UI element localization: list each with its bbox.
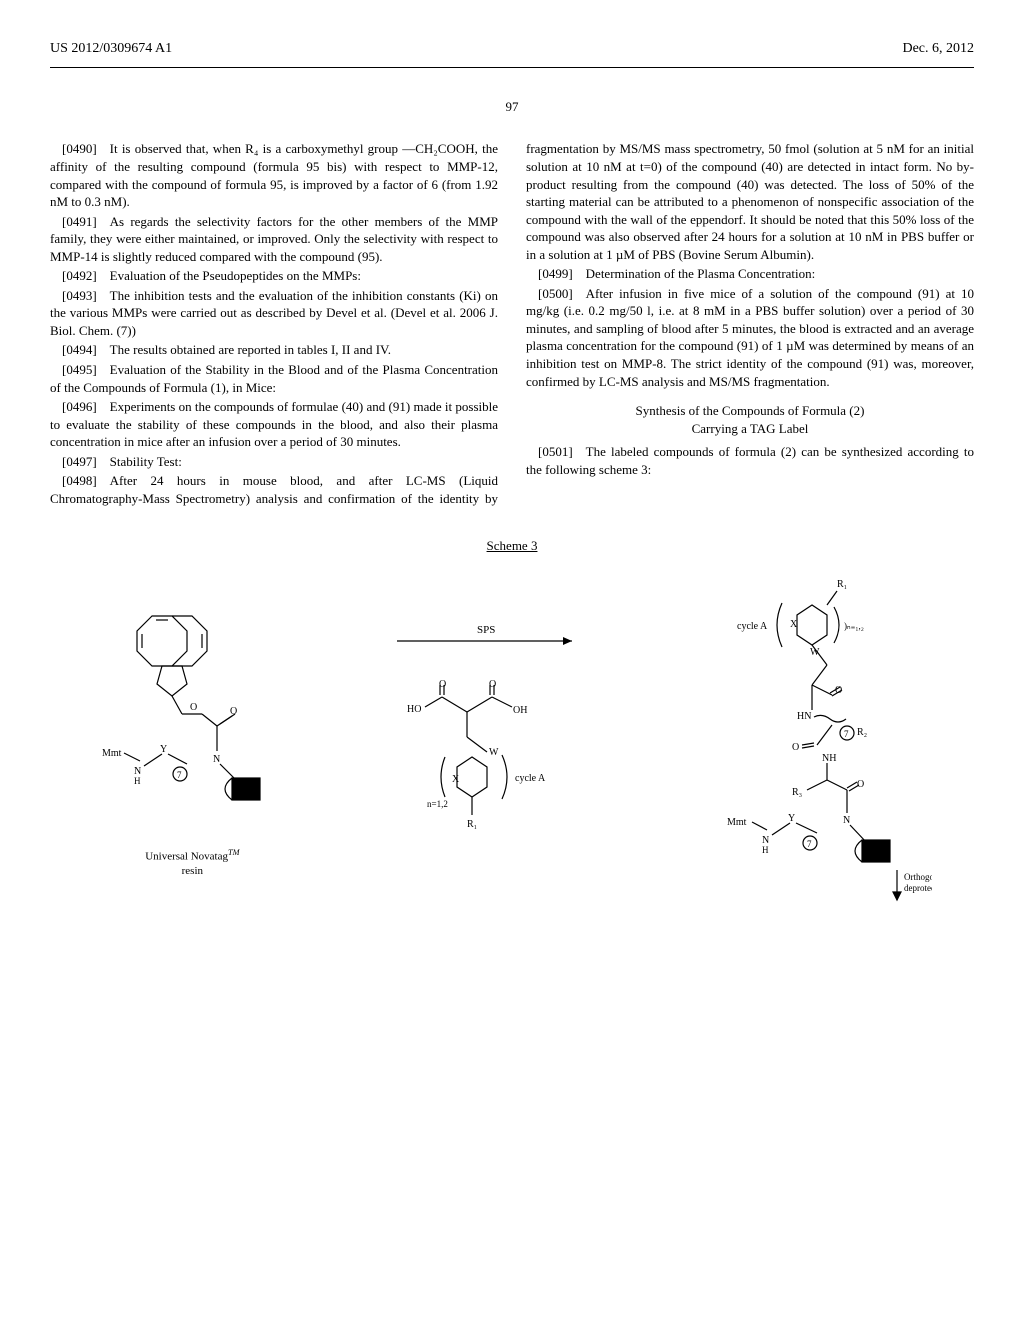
svg-text:X: X xyxy=(452,774,460,785)
scheme-block-product: R₁ X W )ₙ₌₁,₂ cycle A xyxy=(682,575,932,910)
page-number: 97 xyxy=(50,98,974,116)
para-0493: [0493] The inhibition tests and the eval… xyxy=(50,287,498,340)
svg-text:R₃: R₃ xyxy=(792,787,802,798)
svg-text:n=1,2: n=1,2 xyxy=(427,799,448,809)
sps-label: SPS xyxy=(477,624,495,636)
svg-text:Orthogonal: Orthogonal xyxy=(904,872,932,882)
para-0496: [0496] Experiments on the compounds of f… xyxy=(50,398,498,451)
svg-text:HO: HO xyxy=(407,704,421,715)
svg-text:cycle A: cycle A xyxy=(515,773,546,784)
svg-text:deprotection: deprotection xyxy=(904,883,932,893)
svg-text:HN: HN xyxy=(797,711,811,722)
svg-text:W: W xyxy=(489,747,499,758)
svg-text:NH: NH xyxy=(822,753,836,764)
svg-text:R₁: R₁ xyxy=(837,579,847,590)
para-0491: [0491] As regards the selectivity factor… xyxy=(50,213,498,266)
para-0494: [0494] The results obtained are reported… xyxy=(50,341,498,359)
svg-text:Y: Y xyxy=(788,813,795,824)
malonic-structure-icon: HO O O OH W xyxy=(397,657,577,857)
header-rule xyxy=(50,67,974,68)
svg-text:O: O xyxy=(792,742,799,753)
svg-text:Mmt: Mmt xyxy=(727,817,747,828)
svg-text:R₂: R₂ xyxy=(857,727,867,738)
scheme-row: O O N Mmt N H Y xyxy=(50,575,974,910)
svg-text:OH: OH xyxy=(513,705,527,716)
scheme-3: Scheme 3 O xyxy=(50,537,974,909)
para-0497: [0497] Stability Test: xyxy=(50,453,498,471)
para-0500: [0500] After infusion in five mice of a … xyxy=(526,285,974,390)
svg-text:X: X xyxy=(790,619,798,630)
svg-text:H: H xyxy=(134,776,141,786)
svg-text:N: N xyxy=(213,754,220,765)
body-columns: [0490] It is observed that, when R₄ is a… xyxy=(50,140,974,507)
svg-text:Mmt: Mmt xyxy=(102,748,122,759)
synthesis-title-line2: Carrying a TAG Label xyxy=(692,421,809,436)
synthesis-title-line1: Synthesis of the Compounds of Formula (2… xyxy=(636,403,865,418)
publication-date: Dec. 6, 2012 xyxy=(902,40,974,59)
para-0495: [0495] Evaluation of the Stability in th… xyxy=(50,361,498,396)
para-0492: [0492] Evaluation of the Pseudopeptides … xyxy=(50,267,498,285)
para-0499: [0499] Determination of the Plasma Conce… xyxy=(526,265,974,283)
scheme-block-reagent: SPS HO O O xyxy=(387,623,587,863)
scheme-label: Scheme 3 xyxy=(487,537,538,555)
svg-text:O: O xyxy=(190,702,197,713)
svg-text:)ₙ₌₁,₂: )ₙ₌₁,₂ xyxy=(844,621,864,631)
product-structure-icon: R₁ X W )ₙ₌₁,₂ cycle A xyxy=(682,575,932,905)
svg-text:H: H xyxy=(762,845,769,855)
publication-number: US 2012/0309674 A1 xyxy=(50,40,172,59)
page-header: US 2012/0309674 A1 Dec. 6, 2012 xyxy=(50,40,974,59)
para-0490: [0490] It is observed that, when R₄ is a… xyxy=(50,140,498,210)
synthesis-title: Synthesis of the Compounds of Formula (2… xyxy=(526,402,974,437)
scheme-block-resin: O O N Mmt N H Y xyxy=(92,606,292,879)
resin-structure-icon: O O N Mmt N H Y xyxy=(92,606,292,836)
svg-text:Y: Y xyxy=(160,744,167,755)
svg-text:N: N xyxy=(843,815,850,826)
svg-text:7: 7 xyxy=(177,770,182,780)
svg-text:cycle A: cycle A xyxy=(737,621,768,632)
svg-text:7: 7 xyxy=(844,729,849,739)
resin-caption: Universal NovatagTM resin xyxy=(92,847,292,879)
svg-text:O: O xyxy=(857,779,864,790)
svg-text:R₁: R₁ xyxy=(467,819,477,830)
sps-arrow: SPS xyxy=(387,623,587,658)
svg-text:7: 7 xyxy=(807,839,812,849)
para-0501: [0501] The labeled compounds of formula … xyxy=(526,443,974,478)
